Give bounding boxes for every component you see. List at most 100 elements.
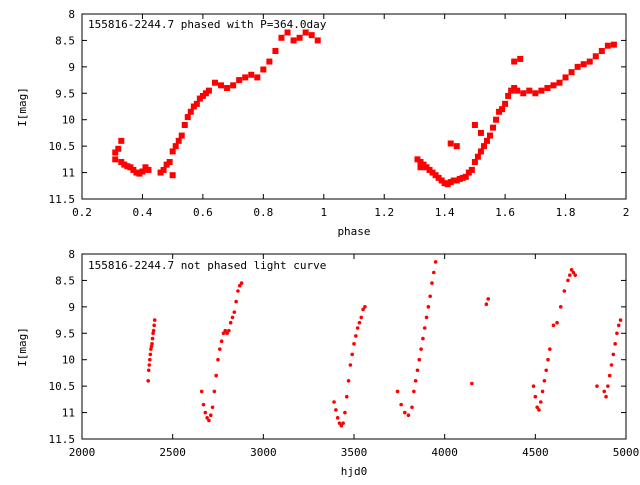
phased-y-tick-label: 8 (68, 8, 75, 21)
unphased-data-point (615, 331, 619, 336)
unphased-data-point (558, 305, 563, 309)
phased-chart-title: 155816-2244.7 phased with P=364.0day (88, 18, 327, 31)
phased-data-point (178, 132, 185, 139)
unphased-data-point (533, 394, 538, 399)
unphased-y-tick-label: 8.5 (55, 274, 75, 287)
unphased-data-point (148, 357, 152, 362)
phased-data-point (236, 77, 243, 84)
unphased-data-point (232, 310, 237, 314)
unphased-data-point (363, 305, 367, 309)
phased-x-tick-label: 1.2 (374, 206, 394, 219)
unphased-data-point (201, 402, 206, 407)
phased-data-point (480, 143, 487, 150)
phased-y-axis-label: I[mag] (16, 87, 29, 127)
unphased-data-point (431, 270, 436, 275)
unphased-data-point (355, 326, 360, 330)
phased-data-point (130, 166, 137, 173)
unphased-data-point (230, 315, 235, 320)
phased-data-point (284, 29, 291, 36)
unphased-data-point (344, 394, 349, 399)
unphased-data-point (433, 260, 438, 264)
phased-data-point (465, 169, 472, 176)
phased-y-tick-label: 10 (62, 114, 75, 127)
phased-data-point (444, 181, 451, 188)
unphased-x-axis-label: hjd0 (341, 465, 368, 478)
phased-data-point (520, 90, 527, 97)
unphased-data-point (343, 410, 347, 415)
phased-x-tick-label: 1.8 (556, 206, 576, 219)
phased-data-point (190, 103, 197, 110)
unphased-data-point (237, 283, 242, 288)
phased-data-point (562, 74, 569, 81)
unphased-x-tick-label: 4000 (431, 446, 458, 459)
unphased-data-point (422, 326, 427, 330)
unphased-data-point (147, 363, 152, 367)
unphased-data-point (410, 405, 414, 410)
unphased-data-point (428, 294, 432, 299)
phased-y-tick-label: 9.5 (55, 87, 75, 100)
unphased-data-point (609, 363, 614, 367)
unphased-data-point (337, 421, 342, 425)
phased-data-point (169, 148, 176, 155)
phased-data-point (468, 166, 475, 173)
phased-y-tick-label: 8.5 (55, 34, 75, 47)
unphased-data-point (546, 357, 550, 362)
phased-data-point (202, 90, 209, 97)
unphased-data-point (616, 323, 621, 328)
phased-data-point (432, 172, 439, 179)
unphased-data-point (548, 347, 552, 351)
phased-data-point (580, 61, 587, 68)
phased-data-point (556, 79, 563, 86)
unphased-data-point (335, 416, 340, 420)
phased-x-tick-label: 2 (623, 206, 630, 219)
phased-data-point (505, 92, 512, 99)
phased-data-point (254, 74, 261, 81)
phased-data-point (133, 169, 140, 176)
unphased-data-point (228, 320, 233, 325)
unphased-data-point (569, 268, 574, 272)
unphased-points (146, 260, 623, 428)
phased-data-point (438, 177, 445, 184)
unphased-y-tick-label: 8 (68, 248, 75, 261)
phased-y-tick-label: 11 (62, 167, 75, 180)
unphased-data-point (413, 379, 418, 383)
phased-data-point (586, 58, 593, 65)
phased-data-point (493, 116, 500, 123)
phased-data-point (517, 55, 524, 62)
phased-data-point (592, 53, 599, 60)
unphased-data-point (334, 408, 338, 412)
phased-data-point (278, 34, 285, 41)
unphased-data-point (223, 328, 228, 333)
unphased-data-point (357, 320, 362, 325)
phased-data-point (121, 161, 128, 168)
unphased-data-point (199, 389, 204, 394)
phased-data-point (420, 161, 427, 168)
unphased-data-point (236, 289, 240, 293)
phased-data-point (544, 85, 551, 91)
phased-data-point (160, 166, 167, 173)
phased-x-tick-label: 0.4 (133, 206, 153, 219)
unphased-data-point (573, 273, 578, 277)
unphased-data-point (426, 305, 431, 309)
unphased-data-point (359, 315, 364, 320)
unphased-y-tick-label: 10.5 (49, 380, 76, 393)
phased-data-point (142, 164, 149, 171)
unphased-data-point (361, 307, 365, 312)
phased-y-tick-label: 11.5 (49, 193, 76, 206)
phased-data-point (302, 29, 309, 36)
phased-data-point (477, 148, 484, 155)
phased-data-point (175, 137, 182, 144)
unphased-data-point (544, 368, 549, 373)
unphased-data-point (567, 273, 572, 277)
phased-data-point (417, 164, 424, 171)
phased-data-point (456, 175, 463, 182)
unphased-data-point (571, 270, 576, 275)
phased-data-point (136, 170, 143, 177)
unphased-data-point (150, 342, 154, 346)
unphased-y-tick-label: 9.5 (55, 327, 75, 340)
unphased-y-tick-label: 11.5 (49, 433, 76, 446)
phased-data-point (532, 90, 539, 97)
phased-data-point (163, 161, 170, 168)
